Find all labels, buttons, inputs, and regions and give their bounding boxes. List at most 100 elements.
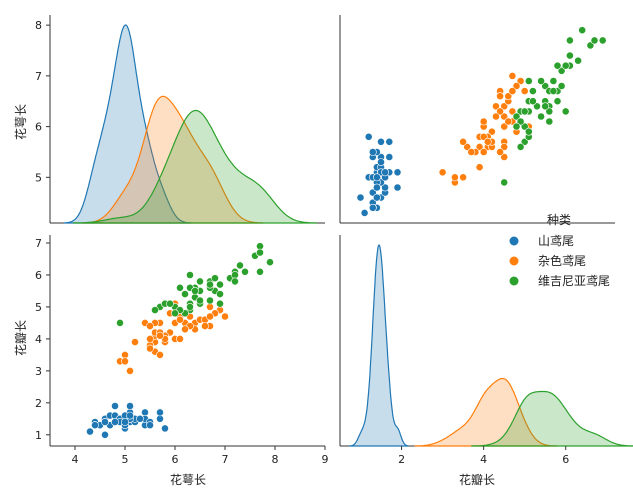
- point-维吉尼亚鸢尾: [512, 122, 521, 131]
- point-杂色鸢尾: [438, 168, 447, 177]
- point-维吉尼亚鸢尾: [549, 87, 558, 95]
- point-维吉尼亚鸢尾: [216, 280, 224, 289]
- point-维吉尼亚鸢尾: [166, 299, 174, 308]
- point-山鸢尾: [385, 137, 394, 146]
- point-山鸢尾: [393, 183, 402, 192]
- point-杂色鸢尾: [487, 127, 496, 136]
- xtick-label: 9: [322, 453, 329, 466]
- point-杂色鸢尾: [475, 163, 484, 172]
- panel-1-0: [49, 235, 325, 447]
- point-杂色鸢尾: [516, 77, 525, 85]
- point-山鸢尾: [385, 153, 394, 161]
- point-维吉尼亚鸢尾: [524, 77, 533, 85]
- ytick-label: 7: [35, 70, 42, 83]
- point-维吉尼亚鸢尾: [553, 61, 562, 70]
- point-维吉尼亚鸢尾: [186, 271, 194, 279]
- point-杂色鸢尾: [479, 132, 488, 141]
- ytick-label: 4: [35, 333, 42, 346]
- ytick-label: 5: [35, 171, 42, 184]
- point-杂色鸢尾: [121, 357, 129, 366]
- point-杂色鸢尾: [475, 142, 484, 151]
- point-维吉尼亚鸢尾: [566, 51, 574, 60]
- point-杂色鸢尾: [500, 142, 509, 151]
- panel-0-0: [49, 15, 325, 224]
- point-山鸢尾: [136, 414, 144, 423]
- point-维吉尼亚鸢尾: [191, 286, 199, 295]
- point-杂色鸢尾: [508, 72, 517, 80]
- point-杂色鸢尾: [126, 366, 134, 375]
- point-杂色鸢尾: [131, 338, 139, 346]
- point-维吉尼亚鸢尾: [578, 26, 587, 35]
- point-维吉尼亚鸢尾: [561, 61, 570, 70]
- point-维吉尼亚鸢尾: [520, 122, 529, 131]
- point-维吉尼亚鸢尾: [520, 107, 529, 116]
- point-维吉尼亚鸢尾: [598, 36, 607, 45]
- point-维吉尼亚鸢尾: [236, 261, 244, 270]
- point-山鸢尾: [364, 132, 373, 141]
- point-维吉尼亚鸢尾: [196, 277, 204, 286]
- ytick-label: 7: [35, 237, 42, 250]
- point-维吉尼亚鸢尾: [216, 299, 224, 308]
- point-杂色鸢尾: [496, 92, 504, 101]
- point-山鸢尾: [356, 193, 365, 202]
- point-杂色鸢尾: [496, 107, 504, 116]
- xlabel-petal-length: 花瓣长: [459, 472, 495, 487]
- xtick-label: 8: [272, 453, 279, 466]
- point-山鸢尾: [111, 418, 119, 426]
- point-维吉尼亚鸢尾: [266, 258, 274, 267]
- ylabel-sepal-length: 花萼长: [13, 104, 28, 140]
- legend-title: 种类: [547, 213, 571, 227]
- point-杂色鸢尾: [500, 153, 509, 161]
- panels: 456789246856781234567: [35, 15, 633, 466]
- point-杂色鸢尾: [146, 322, 154, 330]
- point-维吉尼亚鸢尾: [520, 137, 529, 146]
- legend-label-versicolor: 杂色鸢尾: [538, 254, 586, 268]
- point-山鸢尾: [377, 137, 385, 146]
- point-杂色鸢尾: [492, 102, 500, 111]
- xlabel-sepal-length: 花萼长: [170, 472, 206, 487]
- point-山鸢尾: [381, 183, 389, 192]
- ytick-label: 2: [35, 397, 42, 410]
- point-维吉尼亚鸢尾: [553, 97, 562, 106]
- point-杂色鸢尾: [459, 173, 467, 182]
- ytick-label: 6: [35, 269, 42, 282]
- point-杂色鸢尾: [146, 344, 154, 353]
- point-杂色鸢尾: [146, 334, 154, 343]
- point-杂色鸢尾: [181, 325, 189, 334]
- point-维吉尼亚鸢尾: [216, 290, 224, 298]
- point-维吉尼亚鸢尾: [196, 296, 204, 305]
- point-维吉尼亚鸢尾: [206, 280, 214, 289]
- point-山鸢尾: [156, 408, 164, 417]
- point-维吉尼亚鸢尾: [545, 107, 554, 116]
- xtick-label: 4: [72, 453, 79, 466]
- xtick-label: 5: [122, 453, 129, 466]
- point-维吉尼亚鸢尾: [211, 274, 219, 283]
- point-维吉尼亚鸢尾: [241, 267, 249, 276]
- point-山鸢尾: [121, 418, 129, 426]
- ytick-label: 8: [35, 19, 42, 32]
- point-维吉尼亚鸢尾: [533, 102, 541, 111]
- ytick-label: 1: [35, 429, 42, 442]
- point-山鸢尾: [360, 208, 369, 217]
- point-维吉尼亚鸢尾: [516, 142, 525, 151]
- point-山鸢尾: [372, 193, 381, 202]
- point-维吉尼亚鸢尾: [256, 248, 264, 257]
- panel-0-1: [339, 15, 615, 224]
- point-维吉尼亚鸢尾: [545, 117, 554, 126]
- point-维吉尼亚鸢尾: [541, 102, 550, 111]
- point-杂色鸢尾: [500, 112, 509, 121]
- legend-label-setosa: 山鸢尾: [538, 234, 574, 248]
- ytick-label: 3: [35, 365, 42, 378]
- point-杂色鸢尾: [508, 107, 517, 116]
- legend-marker-virginica: [509, 276, 519, 286]
- point-山鸢尾: [146, 421, 154, 430]
- point-维吉尼亚鸢尾: [557, 82, 566, 90]
- point-山鸢尾: [377, 158, 385, 166]
- point-维吉尼亚鸢尾: [524, 127, 533, 136]
- point-维吉尼亚鸢尾: [541, 82, 550, 90]
- point-山鸢尾: [368, 148, 377, 156]
- point-维吉尼亚鸢尾: [574, 56, 582, 65]
- point-杂色鸢尾: [504, 117, 513, 126]
- point-杂色鸢尾: [504, 92, 513, 101]
